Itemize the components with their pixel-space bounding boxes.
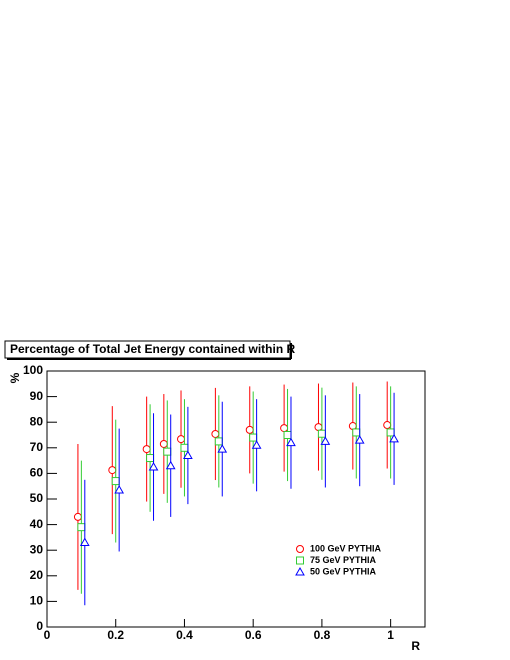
chart-title: Percentage of Total Jet Energy contained… xyxy=(10,342,295,356)
marker xyxy=(249,433,258,442)
marker xyxy=(73,512,82,521)
y-tick-label: 80 xyxy=(30,414,44,428)
marker xyxy=(286,437,296,447)
marker xyxy=(217,444,228,453)
marker xyxy=(163,447,172,456)
marker xyxy=(111,477,120,486)
marker xyxy=(296,545,304,553)
x-tick-label: 0.4 xyxy=(176,628,193,642)
y-tick-label: 10 xyxy=(30,594,44,608)
y-tick-label: 90 xyxy=(30,389,44,403)
marker xyxy=(295,566,305,576)
marker xyxy=(142,445,151,454)
marker xyxy=(214,437,223,446)
marker xyxy=(320,436,331,445)
marker xyxy=(354,435,365,444)
y-tick-label: 20 xyxy=(30,568,44,582)
y-tick-label: 50 xyxy=(30,491,44,505)
plot-frame xyxy=(46,370,426,628)
marker xyxy=(352,428,361,437)
marker xyxy=(296,556,304,565)
y-tick-label: 60 xyxy=(30,466,44,480)
legend-label: 75 GeV PYTHIA xyxy=(310,555,377,565)
x-tick-label: 0.2 xyxy=(107,628,124,642)
x-tick-label: 0 xyxy=(44,628,51,642)
y-tick-label: 70 xyxy=(30,440,44,454)
legend-label: 50 GeV PYTHIA xyxy=(310,566,377,576)
marker xyxy=(283,431,292,439)
marker xyxy=(183,450,193,459)
marker xyxy=(317,429,326,438)
x-tick-label: 0.8 xyxy=(314,628,331,642)
marker xyxy=(146,454,155,463)
x-axis-label: R xyxy=(411,639,420,653)
marker xyxy=(251,440,262,449)
x-tick-label: 0.6 xyxy=(245,628,262,642)
y-tick-label: 40 xyxy=(30,517,44,531)
marker xyxy=(177,435,186,444)
marker xyxy=(211,429,220,438)
marker xyxy=(77,523,86,532)
marker xyxy=(386,428,395,437)
legend-label: 100 GeV PYTHIA xyxy=(310,543,382,553)
y-axis-label: % xyxy=(8,372,22,383)
marker xyxy=(280,424,289,433)
x-tick-label: 1 xyxy=(387,628,394,642)
marker xyxy=(159,439,168,448)
marker xyxy=(148,461,159,471)
marker xyxy=(108,466,117,475)
marker xyxy=(383,421,392,430)
marker xyxy=(314,423,323,432)
y-tick-label: 0 xyxy=(36,619,43,633)
marker xyxy=(245,425,254,434)
y-tick-label: 100 xyxy=(23,363,43,377)
marker xyxy=(165,460,176,470)
marker xyxy=(79,537,90,547)
marker xyxy=(114,485,125,494)
marker xyxy=(389,433,399,443)
y-tick-label: 30 xyxy=(30,542,44,556)
marker xyxy=(180,443,189,452)
